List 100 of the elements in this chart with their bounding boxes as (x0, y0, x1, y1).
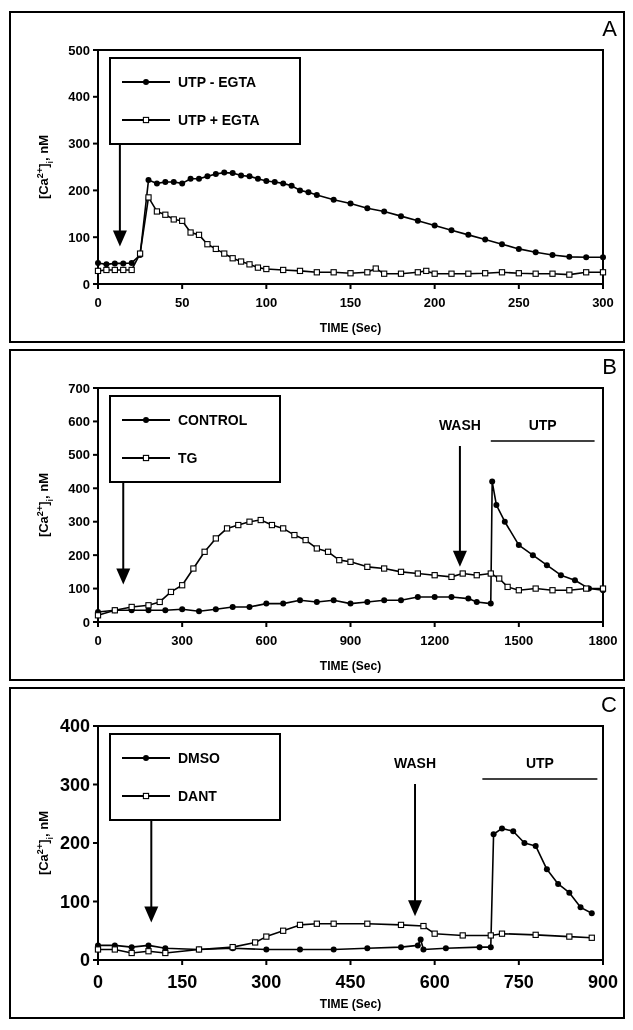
point (251, 939, 259, 946)
point (431, 930, 438, 937)
point (473, 598, 480, 605)
point (465, 270, 472, 277)
y-tick-label: 100 (68, 229, 90, 245)
point (566, 889, 573, 896)
y-tick-label: 0 (82, 614, 90, 630)
x-tick-label: 300 (251, 972, 282, 992)
point (313, 920, 320, 927)
x-tick-label: 600 (419, 972, 450, 992)
point (128, 259, 135, 266)
point (238, 172, 245, 179)
point (330, 946, 337, 953)
point (414, 217, 421, 224)
y-tick-label: 300 (68, 514, 90, 530)
point (103, 261, 110, 268)
point (448, 227, 455, 234)
y-tick-label: 500 (68, 42, 90, 58)
point (431, 270, 438, 277)
x-tick-label: 1200 (420, 633, 450, 648)
point (448, 270, 455, 277)
point (532, 249, 539, 256)
point (263, 946, 270, 953)
point (111, 946, 118, 953)
point (145, 177, 152, 184)
point (588, 910, 595, 917)
x-tick-label: 300 (171, 633, 194, 648)
point (162, 945, 169, 952)
point (398, 213, 404, 220)
point (280, 266, 287, 274)
point (280, 600, 287, 607)
point (201, 548, 208, 555)
point (381, 597, 388, 604)
point (288, 182, 295, 189)
point (557, 572, 564, 579)
point (499, 241, 505, 248)
point (190, 565, 197, 572)
x-tick-label: 0 (94, 633, 102, 648)
point (482, 270, 489, 277)
point (330, 269, 337, 276)
point (498, 930, 506, 937)
point (103, 266, 110, 274)
y-tick-label: 400 (68, 480, 90, 496)
point (302, 536, 309, 544)
point (94, 946, 102, 953)
point (423, 267, 430, 275)
point (549, 587, 556, 594)
point (254, 264, 262, 271)
point (128, 949, 135, 957)
point (397, 921, 405, 929)
point (397, 568, 405, 576)
point (372, 265, 379, 272)
x-tick-label: 600 (255, 633, 278, 648)
point (347, 600, 354, 607)
point (487, 570, 494, 577)
point (487, 600, 494, 607)
point (532, 585, 539, 592)
point (179, 606, 186, 613)
y-tick-label: 700 (68, 380, 90, 396)
y-tick-label: 200 (59, 833, 90, 854)
point (128, 266, 135, 274)
point (221, 250, 228, 257)
chart-title: A (602, 16, 618, 41)
legend-label: UTP + EGTA (178, 111, 260, 128)
point (381, 208, 388, 215)
point (223, 525, 231, 532)
point (417, 936, 424, 943)
x-tick-label: 100 (255, 295, 278, 310)
point (313, 192, 320, 199)
point (347, 270, 354, 277)
point (145, 942, 152, 949)
point (297, 597, 303, 604)
point (296, 267, 304, 275)
point (167, 588, 175, 596)
point (170, 216, 177, 223)
point (583, 269, 590, 276)
point (179, 217, 186, 224)
point (95, 259, 101, 266)
point (263, 265, 270, 273)
point (246, 518, 253, 525)
point (482, 236, 489, 243)
point (297, 946, 303, 953)
point (459, 932, 466, 939)
point (196, 175, 202, 182)
point (364, 269, 371, 276)
x-tick-label: 750 (503, 972, 534, 992)
point (145, 602, 152, 609)
point (313, 545, 320, 552)
point (414, 269, 421, 276)
point (204, 241, 211, 248)
point (599, 269, 607, 276)
y-tick-label: 400 (68, 89, 90, 105)
point (543, 866, 550, 873)
x-tick-label: 300 (592, 295, 614, 310)
point (364, 920, 371, 927)
point (465, 231, 472, 238)
point (532, 931, 539, 938)
point (459, 570, 466, 577)
x-tick-label: 450 (335, 972, 366, 992)
point (330, 920, 337, 927)
